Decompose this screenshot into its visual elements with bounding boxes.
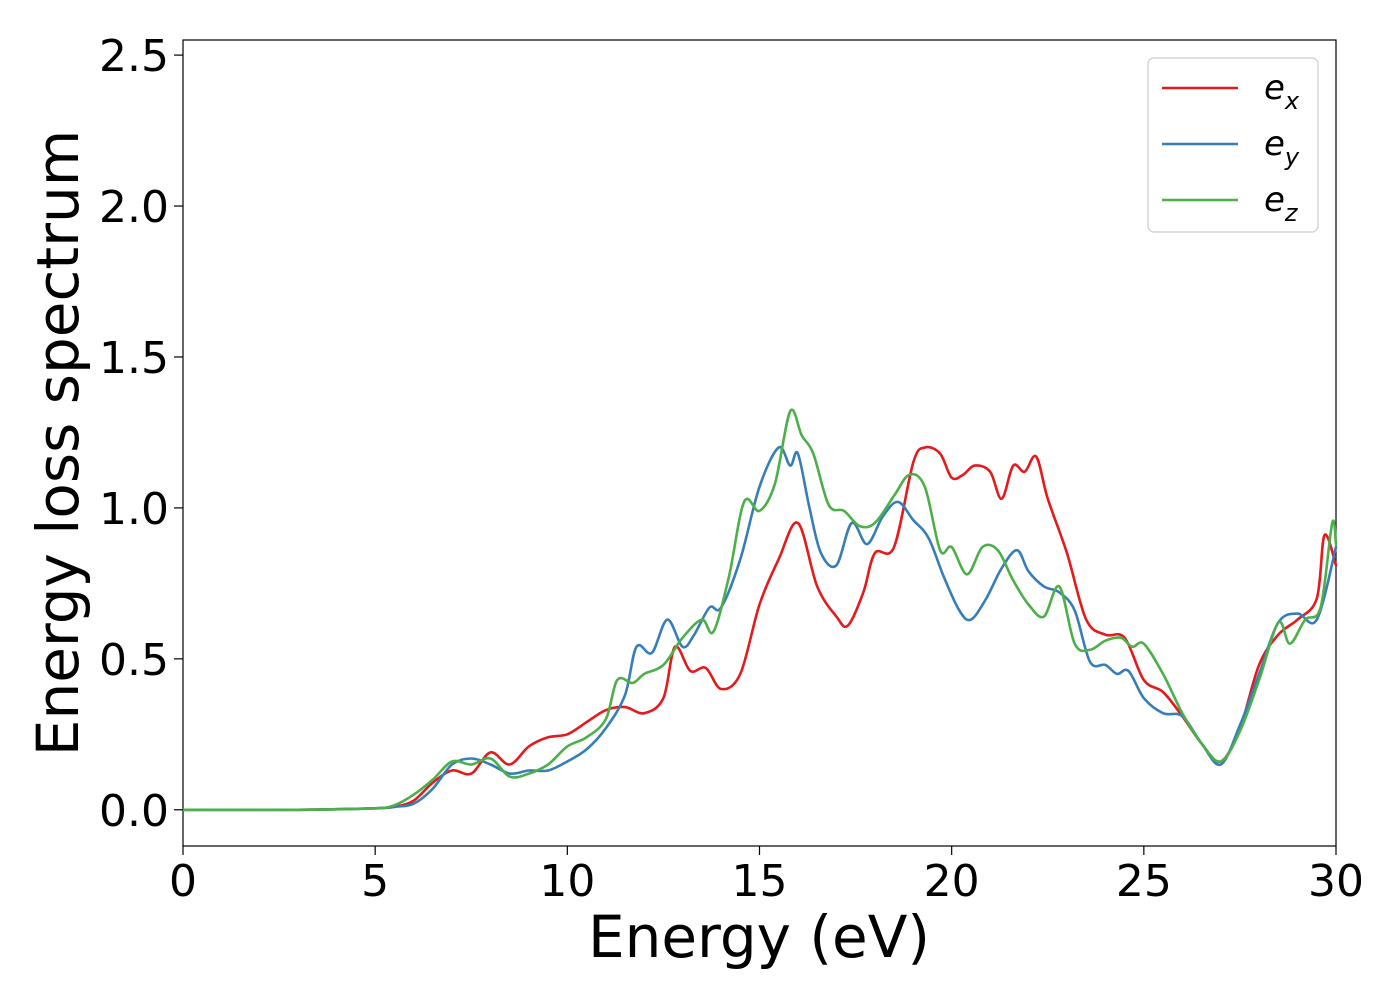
x-tick-label: 25 — [1116, 856, 1172, 907]
y-axis-label: Energy loss spectrum — [24, 130, 92, 756]
x-tick-label: 20 — [924, 856, 980, 907]
legend-label-z: ez — [1264, 180, 1299, 227]
series-line-x — [181, 445, 1338, 812]
y-tick-label: 0.5 — [99, 635, 169, 686]
legend-label-y: ey — [1264, 124, 1300, 171]
series-line-y — [181, 445, 1338, 812]
plot-area — [181, 39, 1338, 847]
x-tick-label: 5 — [361, 856, 389, 907]
x-axis: 0 5 10 15 20 25 30 — [169, 846, 1364, 907]
legend-label-base: e — [1264, 180, 1285, 220]
x-axis-label: Energy (eV) — [588, 903, 930, 971]
x-tick-label: 15 — [732, 856, 788, 907]
y-tick-label: 2.5 — [99, 31, 169, 82]
y-tick-label: 1.0 — [99, 484, 169, 535]
y-tick-label: 1.5 — [99, 333, 169, 384]
legend-label-subscript: z — [1284, 199, 1299, 227]
y-tick-label: 2.0 — [99, 182, 169, 233]
y-axis: 0.0 0.5 1.0 1.5 2.0 2.5 — [99, 31, 183, 837]
legend-label-base: e — [1264, 124, 1285, 164]
x-tick-label: 30 — [1308, 856, 1364, 907]
x-tick-label: 0 — [169, 856, 197, 907]
legend-label-x: ex — [1264, 68, 1300, 115]
series-line-z — [181, 408, 1338, 812]
legend-label-base: e — [1264, 68, 1285, 108]
plot-frame — [182, 39, 1337, 847]
series-layer — [181, 408, 1338, 812]
legend-label-subscript: x — [1284, 87, 1300, 115]
legend-label-subscript: y — [1284, 143, 1300, 171]
y-tick-label: 0.0 — [99, 786, 169, 837]
x-tick-label: 10 — [539, 856, 595, 907]
